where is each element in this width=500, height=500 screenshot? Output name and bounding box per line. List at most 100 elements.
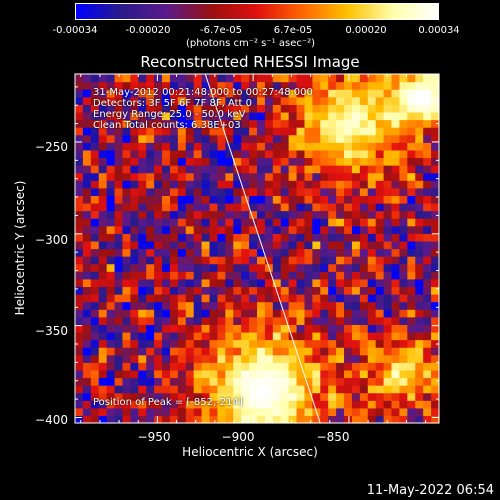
heatmap-cell <box>328 385 337 394</box>
heatmap-cell <box>336 157 345 166</box>
heatmap-cell <box>122 74 131 83</box>
heatmap-cell <box>407 294 416 303</box>
heatmap-cell <box>82 407 92 417</box>
heatmap-cell <box>423 324 432 333</box>
heatmap-cell <box>336 339 345 348</box>
heatmap-cell <box>98 286 108 295</box>
heatmap-cell <box>217 157 226 166</box>
heatmap-cell <box>328 119 337 128</box>
heatmap-cell <box>296 362 306 371</box>
heatmap-cell <box>351 119 361 128</box>
heatmap-cell <box>431 271 440 280</box>
heatmap-cell <box>177 331 187 341</box>
heatmap-cell <box>431 218 440 227</box>
heatmap-cell <box>328 392 337 401</box>
heatmap-cell <box>154 127 163 136</box>
heatmap-cell <box>122 271 131 280</box>
heatmap-cell <box>351 407 361 417</box>
heatmap-cell <box>106 301 116 310</box>
heatmap-cell <box>225 195 234 204</box>
heatmap-cell <box>177 286 187 295</box>
heatmap-cell <box>431 104 440 113</box>
heatmap-cell <box>399 301 408 310</box>
heatmap-cell <box>98 331 108 341</box>
heatmap-cell <box>249 407 258 417</box>
heatmap-cell <box>304 187 313 196</box>
heatmap-cell <box>312 111 321 121</box>
heatmap-cell <box>209 278 219 288</box>
heatmap-cell <box>241 248 250 257</box>
heatmap-cell <box>225 324 234 333</box>
heatmap-cell <box>257 362 266 371</box>
heatmap-cell <box>407 354 416 363</box>
heatmap-cell <box>90 180 100 189</box>
heatmap-cell <box>391 400 401 409</box>
heatmap-cell <box>296 240 306 250</box>
heatmap-cell <box>304 111 313 121</box>
heatmap-cell <box>177 400 187 409</box>
heatmap-cell <box>82 96 92 105</box>
heatmap-cell <box>201 248 211 257</box>
heatmap-cell <box>312 309 321 318</box>
heatmap-cell <box>130 119 139 128</box>
heatmap-cell <box>130 180 139 189</box>
heatmap-cell <box>320 149 329 159</box>
heatmap-cell <box>359 74 369 83</box>
heatmap-cell <box>320 301 329 310</box>
heatmap-cell <box>185 157 195 166</box>
heatmap-cell <box>407 385 416 394</box>
heatmap-cell <box>288 89 298 98</box>
heatmap-cell <box>328 172 337 181</box>
heatmap-cell <box>272 119 282 128</box>
heatmap-cell <box>264 225 274 234</box>
heatmap-cell <box>193 187 203 196</box>
heatmap-cell <box>280 127 290 136</box>
heatmap-cell <box>162 81 171 90</box>
heatmap-cell <box>383 195 393 204</box>
heatmap-cell <box>399 407 408 417</box>
heatmap-cell <box>328 240 337 250</box>
heatmap-cell <box>209 256 219 265</box>
heatmap-cell <box>154 278 163 288</box>
heatmap-cell <box>75 81 84 90</box>
heatmap-cell <box>217 263 226 272</box>
heatmap-cell <box>257 225 266 234</box>
heatmap-cell <box>280 202 290 212</box>
heatmap-cell <box>233 369 242 379</box>
heatmap-cell <box>82 263 92 272</box>
heatmap-cell <box>225 134 234 143</box>
heatmap-cell <box>383 369 393 379</box>
heatmap-cell <box>106 233 116 242</box>
heatmap-cell <box>312 415 321 424</box>
heatmap-cell <box>312 210 321 219</box>
annotation-detectors: Detectors: 3F 5F 6F 7F 8F, Att 0 <box>93 98 253 109</box>
heatmap-cell <box>367 248 377 257</box>
heatmap-cell <box>280 81 290 90</box>
heatmap-cell <box>114 256 124 265</box>
heatmap-cell <box>146 256 155 265</box>
heatmap-cell <box>399 165 408 174</box>
heatmap-cell <box>320 104 329 113</box>
heatmap-cell <box>288 225 298 234</box>
heatmap-cell <box>185 400 195 409</box>
heatmap-cell <box>146 210 155 219</box>
heatmap-cell <box>241 256 250 265</box>
heatmap-cell <box>82 233 92 242</box>
heatmap-cell <box>162 165 171 174</box>
heatmap-cell <box>98 400 108 409</box>
heatmap-cell <box>90 407 100 417</box>
heatmap-cell <box>75 187 84 196</box>
heatmap-cell <box>82 240 92 250</box>
heatmap-cell <box>407 415 416 424</box>
heatmap-cell <box>264 331 274 341</box>
heatmap-cell <box>328 180 337 189</box>
heatmap-cell <box>233 89 242 98</box>
heatmap-cell <box>272 347 282 356</box>
heatmap-cell <box>391 225 401 234</box>
heatmap-cell <box>122 369 131 379</box>
heatmap-cell <box>225 202 234 212</box>
heatmap-cell <box>130 225 139 234</box>
heatmap-cell <box>264 119 274 128</box>
heatmap-cell <box>288 127 298 136</box>
heatmap-cell <box>280 149 290 159</box>
